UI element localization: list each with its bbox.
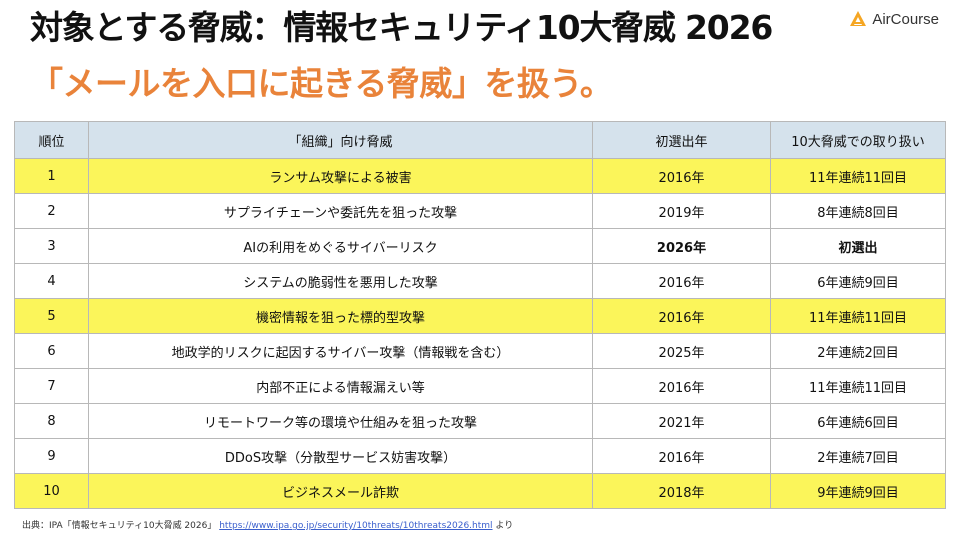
first-year-cell: 2016年 (592, 438, 771, 474)
source-suffix: より (495, 521, 514, 531)
rank-cell: 1 (14, 158, 89, 194)
threat-cell: DDoS攻撃（分散型サービス妨害攻撃） (88, 438, 593, 474)
table-row: 3 AIの利用をめぐるサイバーリスク 2026年 初選出 (14, 228, 946, 264)
first-year-cell: 2016年 (592, 298, 771, 334)
header-first-year: 初選出年 (592, 121, 771, 159)
threat-cell: ランサム攻撃による被害 (88, 158, 593, 194)
rank-cell: 10 (14, 473, 89, 509)
threats-table: 順位 「組織」向け脅威 初選出年 10大脅威での取り扱い 1 ランサム攻撃による被… (14, 121, 946, 509)
handling-cell: 8年連続8回目 (770, 193, 946, 229)
threat-cell: システムの脆弱性を悪用した攻撃 (88, 263, 593, 299)
table-row: 8 リモートワーク等の環境や仕組みを狙った攻撃 2021年 6年連続6回目 (14, 403, 946, 439)
source-prefix: 出典：IPA「情報セキュリティ10大脅威 2026」 (22, 521, 217, 531)
handling-cell: 11年連続11回目 (770, 158, 946, 194)
handling-cell: 2年連続2回目 (770, 333, 946, 369)
rank-cell: 6 (14, 333, 89, 369)
table-row: 9 DDoS攻撃（分散型サービス妨害攻撃） 2016年 2年連続7回目 (14, 438, 946, 474)
table-row: 5 機密情報を狙った標的型攻撃 2016年 11年連続11回目 (14, 298, 946, 334)
threat-cell: ビジネスメール詐欺 (88, 473, 593, 509)
rank-cell: 9 (14, 438, 89, 474)
table-row: 10 ビジネスメール詐欺 2018年 9年連続9回目 (14, 473, 946, 509)
handling-cell: 6年連続6回目 (770, 403, 946, 439)
handling-cell: 2年連続7回目 (770, 438, 946, 474)
source-citation: 出典：IPA「情報セキュリティ10大脅威 2026」 https://www.i… (22, 518, 513, 531)
rank-cell: 2 (14, 193, 89, 229)
first-year-cell: 2019年 (592, 193, 771, 229)
first-year-cell: 2018年 (592, 473, 771, 509)
rank-cell: 7 (14, 368, 89, 404)
first-year-cell: 2016年 (592, 263, 771, 299)
rank-cell: 8 (14, 403, 89, 439)
threat-cell: 内部不正による情報漏えい等 (88, 368, 593, 404)
aircourse-logo-icon (850, 11, 867, 26)
table-header-row: 順位 「組織」向け脅威 初選出年 10大脅威での取り扱い (14, 121, 946, 159)
logo-text: AirCourse (872, 10, 939, 28)
rank-cell: 3 (14, 228, 89, 264)
first-year-cell: 2026年 (592, 228, 771, 264)
first-year-cell: 2025年 (592, 333, 771, 369)
threat-cell: AIの利用をめぐるサイバーリスク (88, 228, 593, 264)
handling-cell: 11年連続11回目 (770, 368, 946, 404)
threat-cell: 地政学的リスクに起因するサイバー攻撃（情報戦を含む） (88, 333, 593, 369)
handling-cell: 9年連続9回目 (770, 473, 946, 509)
first-year-cell: 2016年 (592, 158, 771, 194)
rank-cell: 4 (14, 263, 89, 299)
first-year-cell: 2016年 (592, 368, 771, 404)
table-row: 2 サプライチェーンや委託先を狙った攻撃 2019年 8年連続8回目 (14, 193, 946, 229)
threat-cell: リモートワーク等の環境や仕組みを狙った攻撃 (88, 403, 593, 439)
threat-cell: 機密情報を狙った標的型攻撃 (88, 298, 593, 334)
header-threat: 「組織」向け脅威 (88, 121, 593, 159)
source-link[interactable]: https://www.ipa.go.jp/security/10threats… (219, 521, 493, 531)
table-row: 6 地政学的リスクに起因するサイバー攻撃（情報戦を含む） 2025年 2年連続2回目 (14, 333, 946, 369)
threat-cell: サプライチェーンや委託先を狙った攻撃 (88, 193, 593, 229)
slide-title: 対象とする脅威：情報セキュリティ10大脅威 2026 (30, 8, 773, 47)
handling-cell: 6年連続9回目 (770, 263, 946, 299)
table-row: 1 ランサム攻撃による被害 2016年 11年連続11回目 (14, 158, 946, 194)
aircourse-logo: AirCourse (848, 10, 939, 28)
handling-cell: 初選出 (770, 228, 946, 264)
slide-subtitle: 「メールを入口に起きる脅威」を扱う。 (30, 64, 613, 103)
table-row: 4 システムの脆弱性を悪用した攻撃 2016年 6年連続9回目 (14, 263, 946, 299)
table-row: 7 内部不正による情報漏えい等 2016年 11年連続11回目 (14, 368, 946, 404)
first-year-cell: 2021年 (592, 403, 771, 439)
rank-cell: 5 (14, 298, 89, 334)
header-rank: 順位 (14, 121, 89, 159)
handling-cell: 11年連続11回目 (770, 298, 946, 334)
header-handling: 10大脅威での取り扱い (770, 121, 946, 159)
